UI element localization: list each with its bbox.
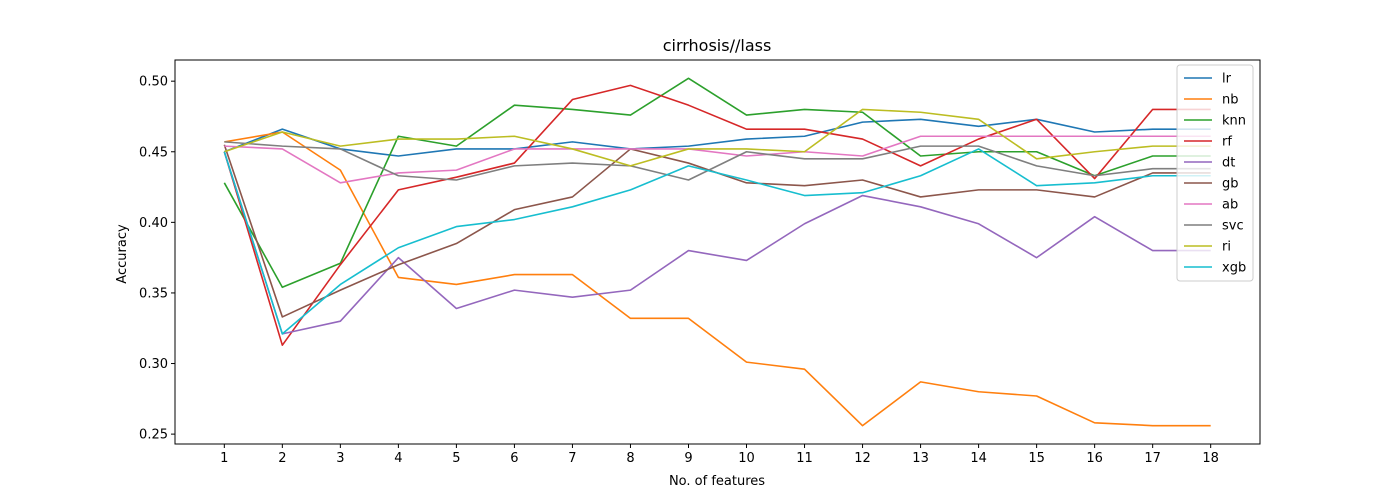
y-tick-label: 0.50	[139, 75, 168, 90]
series-line-ri	[224, 108, 1211, 167]
x-tick-label: 9	[684, 451, 692, 466]
series-line-xgb	[223, 148, 1211, 335]
x-tick-label: 12	[854, 451, 871, 466]
x-tick-label: 11	[796, 451, 813, 466]
x-tick-label: 14	[970, 451, 987, 466]
x-tick-label: 6	[510, 451, 518, 466]
y-tick-label: 0.25	[139, 428, 168, 443]
series-line-knn	[223, 77, 1211, 289]
y-tick-label: 0.30	[139, 357, 168, 372]
legend-label-nb: nb	[1222, 93, 1239, 108]
plot-area-frame	[174, 59, 1261, 445]
y-tick-label: 0.35	[139, 286, 168, 301]
y-tick-label: 0.45	[139, 145, 168, 160]
legend: lr nb knn rf dt gb ab svc ri xgb	[1176, 64, 1254, 282]
x-tick-label: 5	[452, 451, 460, 466]
y-axis-title: Accuracy	[115, 224, 130, 284]
x-tick-label: 18	[1202, 451, 1219, 466]
x-axis-ticks: 1 2 3 4 5 6 7 8 9 10 11 12 13 14 15 16 17 18	[220, 444, 1219, 466]
series-line-nb	[224, 131, 1211, 427]
series-line-rf	[223, 84, 1211, 346]
x-tick-label: 17	[1144, 451, 1161, 466]
series-lines	[223, 77, 1211, 427]
x-tick-label: 3	[336, 451, 344, 466]
legend-label-ab: ab	[1222, 198, 1238, 213]
legend-label-ri: ri	[1222, 240, 1231, 255]
chart-title: cirrhosis//lass	[663, 36, 772, 55]
legend-label-lr: lr	[1222, 72, 1232, 87]
legend-label-dt: dt	[1222, 156, 1235, 171]
x-tick-label: 13	[912, 451, 929, 466]
x-axis-title: No. of features	[669, 474, 765, 489]
x-tick-label: 7	[568, 451, 576, 466]
x-tick-label: 1	[220, 451, 228, 466]
legend-box	[1176, 64, 1254, 282]
x-tick-label: 16	[1086, 451, 1103, 466]
legend-label-xgb: xgb	[1222, 261, 1246, 276]
legend-label-gb: gb	[1222, 177, 1239, 192]
x-tick-label: 15	[1028, 451, 1045, 466]
series-line-svc	[224, 141, 1211, 181]
x-tick-label: 8	[626, 451, 634, 466]
legend-label-rf: rf	[1222, 135, 1232, 150]
x-tick-label: 4	[394, 451, 402, 466]
legend-label-svc: svc	[1222, 219, 1244, 234]
x-tick-label: 2	[278, 451, 286, 466]
x-tick-label: 10	[738, 451, 755, 466]
series-line-ab	[224, 135, 1211, 184]
y-axis-ticks: 0.25 0.30 0.35 0.40 0.45 0.50	[139, 75, 175, 443]
y-tick-label: 0.40	[139, 216, 168, 231]
series-line-lr	[224, 118, 1211, 157]
legend-label-knn: knn	[1222, 114, 1246, 129]
